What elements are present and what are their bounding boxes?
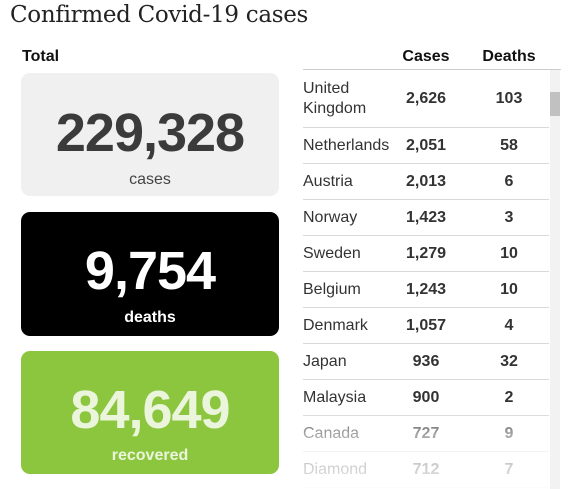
total-label: Total — [22, 48, 60, 65]
deaths-total-label: deaths — [124, 309, 176, 326]
deaths-cell: 7 — [504, 460, 514, 478]
cases-total-label: cases — [129, 171, 171, 188]
cases-cell: 712 — [412, 460, 440, 478]
table-row: Diamond 712 7 — [303, 452, 549, 488]
table-row: Japan 936 32 — [303, 344, 549, 380]
table-row: Norway 1,423 3 — [303, 200, 549, 236]
recovered-card: 84,649 recovered — [21, 351, 279, 474]
deaths-cell: 4 — [504, 316, 514, 334]
cases-cell: 1,423 — [405, 208, 447, 226]
country-cell: Canada — [303, 424, 360, 442]
cases-card: 229,328 cases — [21, 73, 279, 196]
cases-cell: 1,243 — [405, 280, 447, 298]
scrollbar-track[interactable] — [550, 70, 560, 489]
deaths-cell: 58 — [500, 136, 518, 154]
column-header-cases: Cases — [402, 48, 450, 65]
scrollbar-thumb[interactable] — [550, 92, 560, 116]
country-cell: Sweden — [303, 244, 361, 262]
table-row: Sweden 1,279 10 — [303, 236, 549, 272]
cases-cell: 727 — [412, 424, 440, 442]
recovered-total-value: 84,649 — [70, 380, 230, 440]
country-table[interactable]: United Kingdom 2,626 103 Netherlands 2,051 58… — [303, 70, 549, 489]
cases-cell: 1,057 — [405, 316, 447, 334]
table-row: Canada 727 9 — [303, 416, 549, 452]
deaths-card: 9,754 deaths — [21, 212, 279, 336]
table-row: Austria 2,013 6 — [303, 164, 549, 200]
header-divider — [303, 69, 561, 70]
page-title: Confirmed Covid-19 cases — [10, 2, 309, 28]
deaths-cell: 2 — [504, 388, 514, 406]
country-cell: Denmark — [303, 316, 368, 334]
deaths-cell: 32 — [500, 352, 518, 370]
deaths-total-value: 9,754 — [84, 241, 216, 301]
table-row: Malaysia 900 2 — [303, 380, 549, 416]
cases-total-value: 229,328 — [55, 103, 245, 163]
country-cell: Norway — [303, 208, 358, 226]
cases-cell: 900 — [412, 388, 440, 406]
country-cell: Netherlands — [303, 136, 390, 154]
cases-cell: 1,279 — [405, 244, 447, 262]
deaths-cell: 6 — [504, 172, 514, 190]
country-cell: Japan — [303, 352, 347, 370]
recovered-total-label: recovered — [111, 447, 189, 464]
country-cell: Belgium — [303, 280, 361, 298]
country-cell: Austria — [303, 172, 353, 190]
deaths-cell: 3 — [504, 208, 514, 226]
table-row: Denmark 1,057 4 — [303, 308, 549, 344]
deaths-cell: 9 — [504, 424, 514, 442]
deaths-cell: 103 — [495, 89, 523, 107]
column-header-deaths: Deaths — [482, 48, 536, 65]
cases-cell: 2,051 — [405, 136, 447, 154]
table-row: United Kingdom 2,626 103 — [303, 70, 549, 128]
table-row: Netherlands 2,051 58 — [303, 128, 549, 164]
deaths-cell: 10 — [500, 244, 518, 262]
country-cell: Diamond — [303, 460, 368, 478]
deaths-cell: 10 — [500, 280, 518, 298]
cases-cell: 2,013 — [405, 172, 447, 190]
country-cell: Malaysia — [303, 388, 367, 406]
cases-cell: 936 — [412, 352, 440, 370]
table-row: Belgium 1,243 10 — [303, 272, 549, 308]
cases-cell: 2,626 — [405, 89, 447, 107]
country-cell: United Kingdom — [303, 79, 367, 117]
